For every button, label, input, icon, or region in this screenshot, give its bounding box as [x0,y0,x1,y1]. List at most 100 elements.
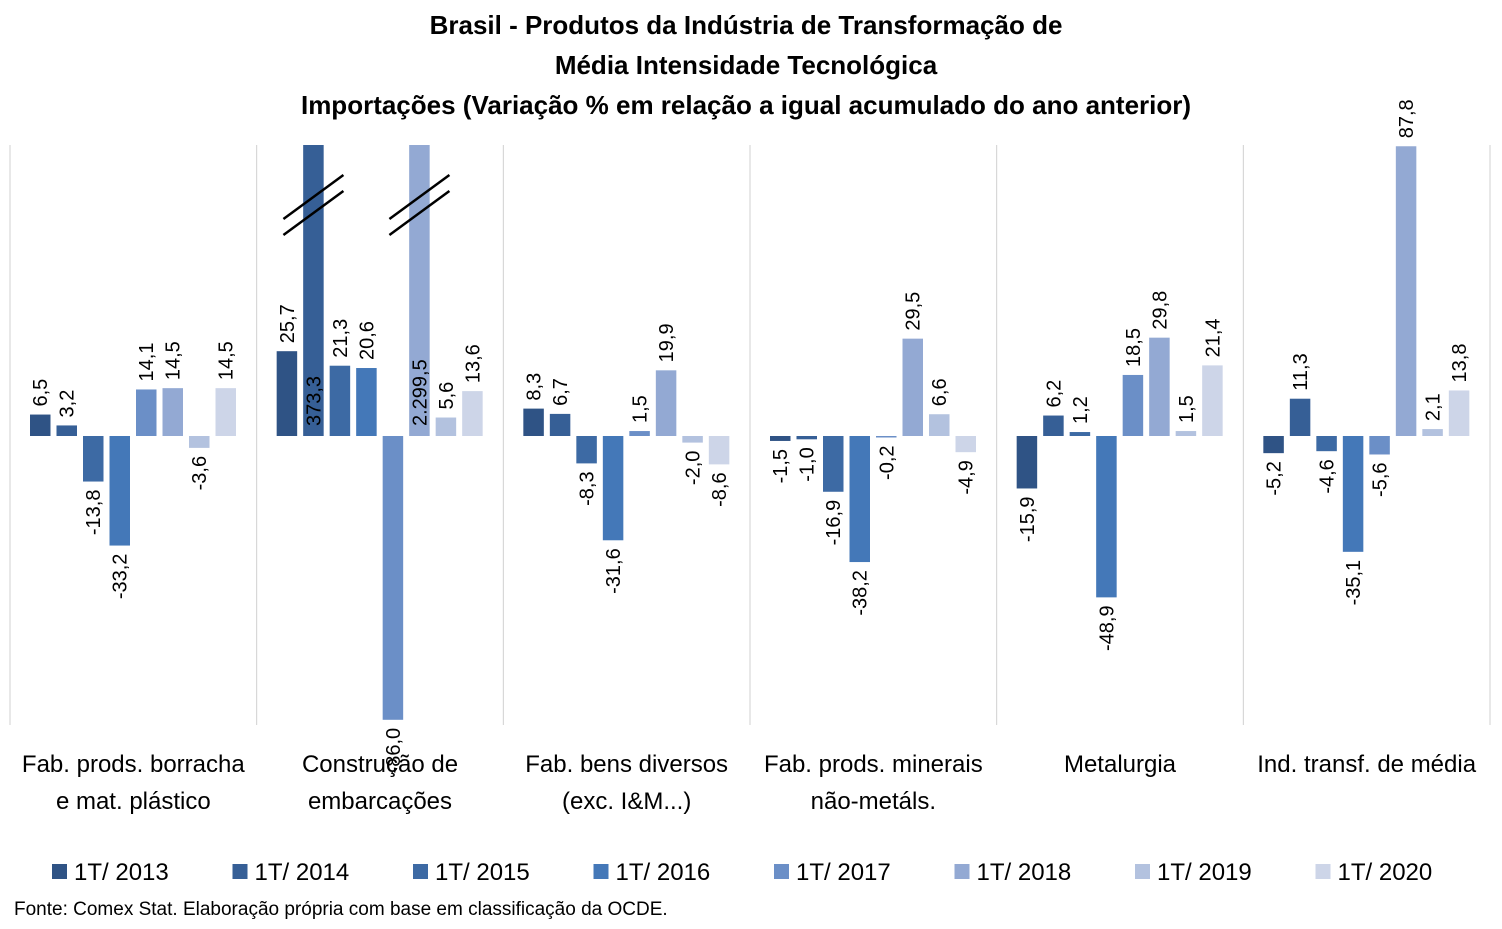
bar-1-4 [770,436,791,441]
data-label: 20,6 [356,321,378,360]
data-label: -1,5 [770,449,792,483]
title-line-3: Importações (Variação % em relação a igu… [301,90,1191,120]
legend-label: 1T/ 2020 [1338,859,1433,886]
legend-swatch [413,864,428,879]
category-label: e mat. plástico [56,788,211,815]
bar-6-1 [162,388,183,436]
legend-swatch [954,864,970,879]
bar-1-1 [30,414,51,436]
bar-7-5 [1175,431,1197,436]
axis-break-mark [282,173,345,221]
bar-3-5 [1069,432,1091,436]
data-label: 14,5 [216,341,238,380]
title-line-2: Média Intensidade Tecnológica [555,50,938,80]
bar-3-2 [329,365,351,436]
axis-break-mark [388,173,451,221]
data-label: 2,1 [1423,393,1445,421]
data-labels: 6,5 25,7 8,3 -1,5 -15,9 -5,2 3,2 373,3 6,7 -1,0 6,… [30,99,1471,773]
bar-4-4 [849,436,870,563]
legend-label: 1T/ 2018 [977,859,1072,886]
category-label: Fab. bens diversos [525,751,728,778]
bar-2-1 [56,425,77,436]
category-separators [9,145,1491,725]
legend-swatch [232,864,248,879]
data-label: -4,9 [956,460,978,494]
data-label: -86,0 [383,728,405,774]
data-label: 18,5 [1123,328,1145,367]
legend-swatch [774,864,789,879]
bar-7-2 [435,417,457,436]
bar-7-4 [929,414,950,436]
data-label: 13,8 [1449,344,1471,383]
data-label: 5,6 [436,382,458,410]
legend-swatch [593,864,609,879]
data-label: -13,8 [83,490,105,536]
legend-label: 1T/ 2019 [1157,859,1252,886]
bar-3-3 [576,436,597,464]
bar-1-2 [276,351,298,436]
category-label: (exc. I&M...) [562,788,691,815]
data-label: 1,5 [630,395,652,423]
data-label: 1,5 [1176,395,1198,423]
bar-4-3 [602,436,624,541]
bar-1-5 [1016,436,1038,489]
legend-swatch [52,864,67,879]
data-label: 373,3 [303,376,325,426]
data-label: 29,5 [903,292,925,331]
data-label: -31,6 [603,548,625,594]
bar-8-6 [1448,390,1470,436]
bar-8-2 [462,391,483,436]
data-label: -8,3 [577,471,599,505]
legend-label: 1T/ 2016 [616,859,711,886]
axis-break-mark [388,189,451,237]
bar-7-6 [1422,429,1443,436]
data-label: -5,6 [1370,462,1392,496]
data-label: 25,7 [277,304,299,343]
bar-8-4 [955,436,976,453]
bar-7-1 [189,436,210,448]
bar-4-2 [356,368,377,436]
bar-6-6 [1395,146,1417,436]
bar-5-5 [1122,374,1144,436]
data-label: 14,1 [136,343,158,382]
category-label: Metalurgia [1064,751,1177,778]
legend-swatch [1135,864,1150,879]
legend: 1T/ 2013 1T/ 2014 1T/ 2015 1T/ 2016 1T/ 2017… [52,859,1432,886]
data-label: -4,6 [1317,459,1339,493]
data-label: 6,7 [550,378,572,406]
bar-6-3 [655,370,677,436]
data-label: 19,9 [656,323,678,362]
data-label: 8,3 [524,373,546,401]
data-label: 13,6 [462,344,484,383]
data-label: 2.299,5 [409,359,431,426]
bar-4-5 [1096,436,1117,598]
bar-8-1 [215,388,236,436]
bar-2-6 [1289,398,1311,436]
category-label: embarcações [308,788,452,815]
data-label: -33,2 [110,554,132,600]
data-label: 3,2 [57,390,79,418]
legend-swatch [1315,864,1331,879]
data-label: -1,0 [797,447,819,481]
data-label: -5,2 [1264,461,1286,495]
data-label: -2,0 [683,451,705,485]
bar-4-6 [1342,436,1364,552]
legend-label: 1T/ 2017 [796,859,891,886]
bar-4-1 [109,436,130,546]
bar-2-5 [1043,415,1064,436]
bar-3-4 [823,436,844,492]
data-label: -48,9 [1096,605,1118,651]
bar-7-3 [682,436,703,443]
bar-3-1 [83,436,104,482]
data-label: 6,2 [1043,380,1065,408]
data-label: -35,1 [1343,560,1365,606]
bar-5-6 [1369,436,1390,455]
bar-3-6 [1316,436,1337,452]
legend-label: 1T/ 2015 [435,859,530,886]
bar-8-5 [1202,365,1223,436]
data-label: -15,9 [1017,496,1039,542]
bar-6-5 [1149,337,1170,436]
category-label: Fab. prods. minerais [764,751,983,778]
data-label: 6,6 [929,378,951,406]
